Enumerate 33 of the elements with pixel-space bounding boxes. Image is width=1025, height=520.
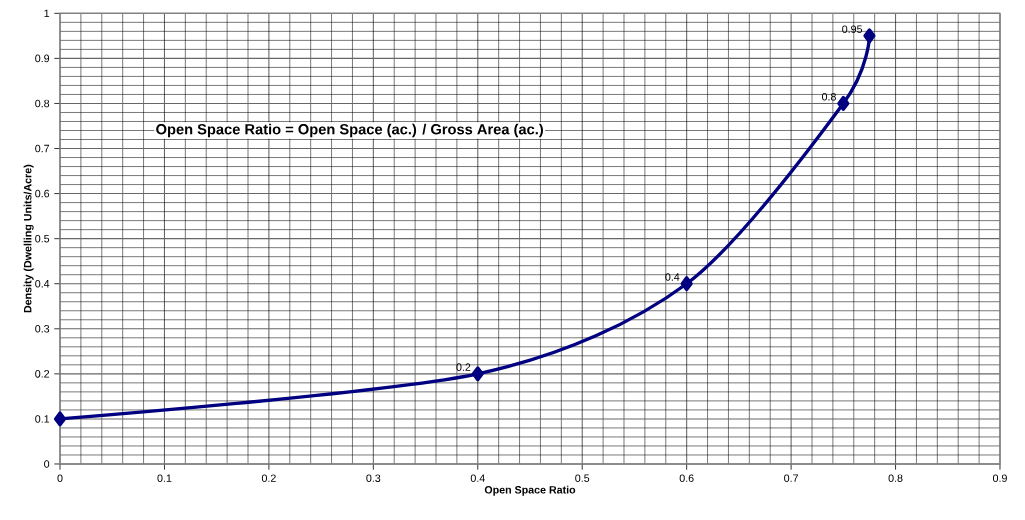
point	[837, 95, 850, 111]
x-tick-label: 0.5	[575, 474, 590, 482]
y-tick-label: 0.4	[35, 279, 50, 288]
point	[863, 28, 876, 44]
x-axis-title: Open Space Ratio	[484, 485, 576, 496]
annotation: Open Space Ratio = Open Space (ac.) / Gross Area (ac.)	[156, 123, 543, 138]
y-tick-label: 0.9	[35, 54, 50, 63]
point	[471, 366, 484, 382]
y-tick-label: 1	[44, 9, 50, 17]
y-tick-label: 0.5	[35, 234, 50, 243]
x-tick-label: 0.1	[157, 474, 172, 482]
x-tick-label: 0	[57, 474, 63, 482]
x-tick-label: 0.3	[366, 474, 381, 482]
data-label: 0.4	[665, 273, 680, 281]
y-tick-label: 0.3	[35, 325, 50, 333]
y-tick-label: 0.7	[35, 144, 50, 153]
data-label: 0.8	[821, 92, 836, 101]
y-tick-label: 0.2	[35, 370, 50, 378]
x-tick-label: 0.9	[993, 474, 1007, 482]
point	[53, 411, 67, 427]
point	[680, 276, 693, 292]
data-label: 0.95	[842, 25, 863, 33]
y-axis-title: Density (Dwelling Units/Acre)	[23, 164, 34, 313]
x-tick-label: 0.6	[679, 474, 694, 482]
y-tick-label: 0.6	[35, 189, 50, 198]
y-tick-label: 0.1	[35, 415, 50, 423]
data-label: 0.2	[456, 363, 471, 371]
x-tick-label: 0.8	[888, 474, 903, 482]
x-tick-label: 0.4	[470, 474, 485, 482]
y-tick-label: 0	[44, 460, 50, 468]
x-tick-label: 0.7	[784, 474, 798, 482]
y-tick-label: 0.8	[35, 99, 50, 108]
x-tick-label: 0.2	[261, 474, 276, 482]
